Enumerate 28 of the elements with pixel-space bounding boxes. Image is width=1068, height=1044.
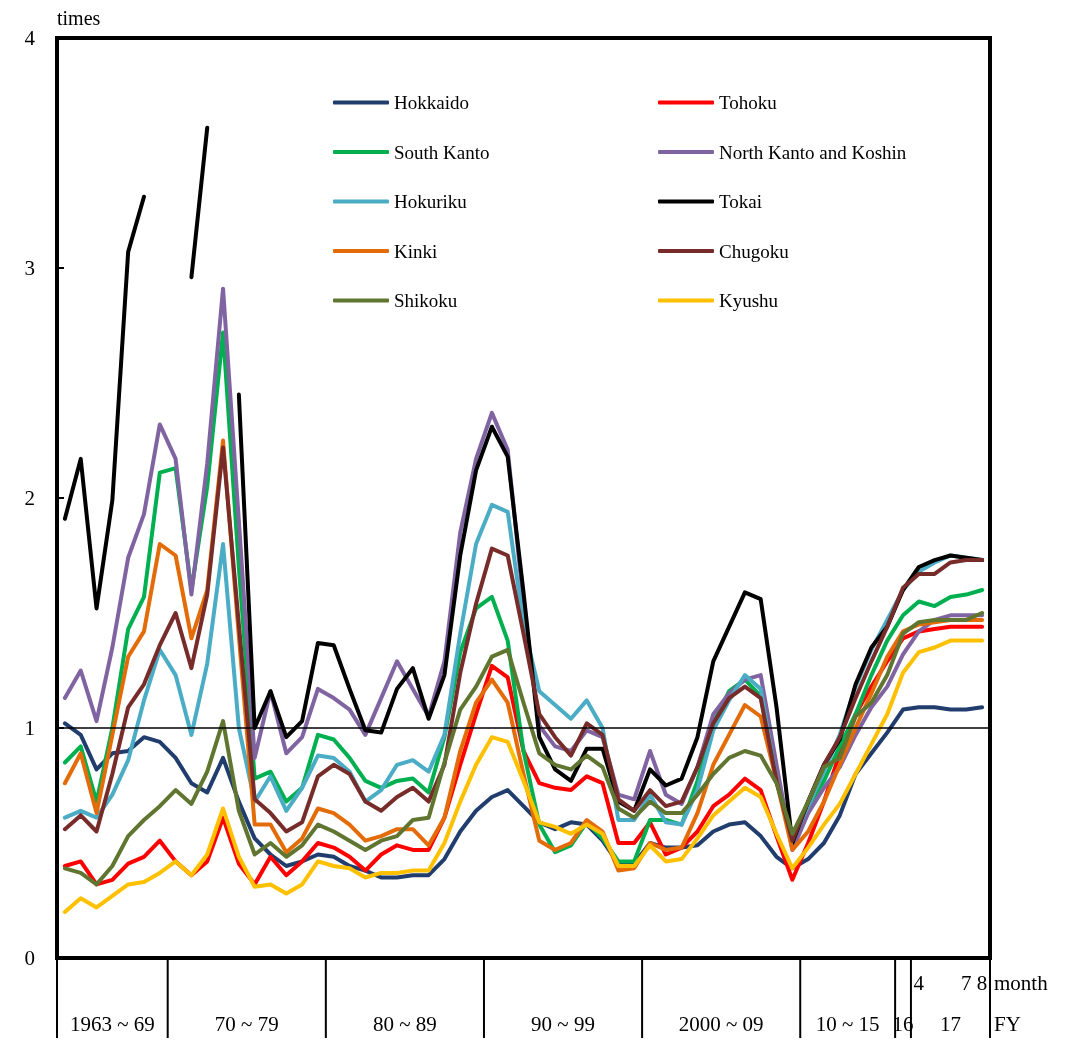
- text: 90 ~ 99: [531, 1012, 595, 1036]
- legend-label: Shikoku: [394, 290, 458, 311]
- legend-label: North Kanto and Koshin: [719, 141, 907, 163]
- x-tick-label: 4: [913, 970, 925, 995]
- legend-label: South Kanto: [394, 141, 490, 163]
- x-tick-label: 7: [961, 970, 972, 995]
- legend-label: Kinki: [394, 240, 438, 262]
- text: FY: [994, 1012, 1021, 1036]
- legend-label: Tokai: [719, 191, 762, 212]
- y-tick-label: 1: [24, 716, 35, 740]
- text: 1963 ~ 69: [69, 1012, 155, 1036]
- legend-label: Tohoku: [719, 92, 778, 113]
- text: 80 ~ 89: [372, 1012, 437, 1036]
- y-tick-label: 3: [24, 256, 35, 280]
- text: month: [994, 971, 1049, 995]
- text: 70 ~ 79: [214, 1012, 279, 1036]
- y-tick-label: 0: [24, 946, 35, 970]
- y-tick-label: 2: [24, 486, 35, 510]
- text: 17: [939, 1012, 961, 1036]
- legend-label: Hokuriku: [394, 191, 468, 212]
- legend-label: Hokkaido: [394, 92, 469, 113]
- legend-label: Chugoku: [719, 240, 790, 262]
- text: 10 ~ 15: [815, 1012, 880, 1036]
- text: 2000 ~ 09: [678, 1012, 764, 1036]
- y-tick-label: 4: [24, 26, 36, 50]
- x-tick-label: 8: [976, 970, 988, 995]
- y-axis-title: times: [57, 7, 101, 29]
- legend-label: Kyushu: [719, 290, 779, 311]
